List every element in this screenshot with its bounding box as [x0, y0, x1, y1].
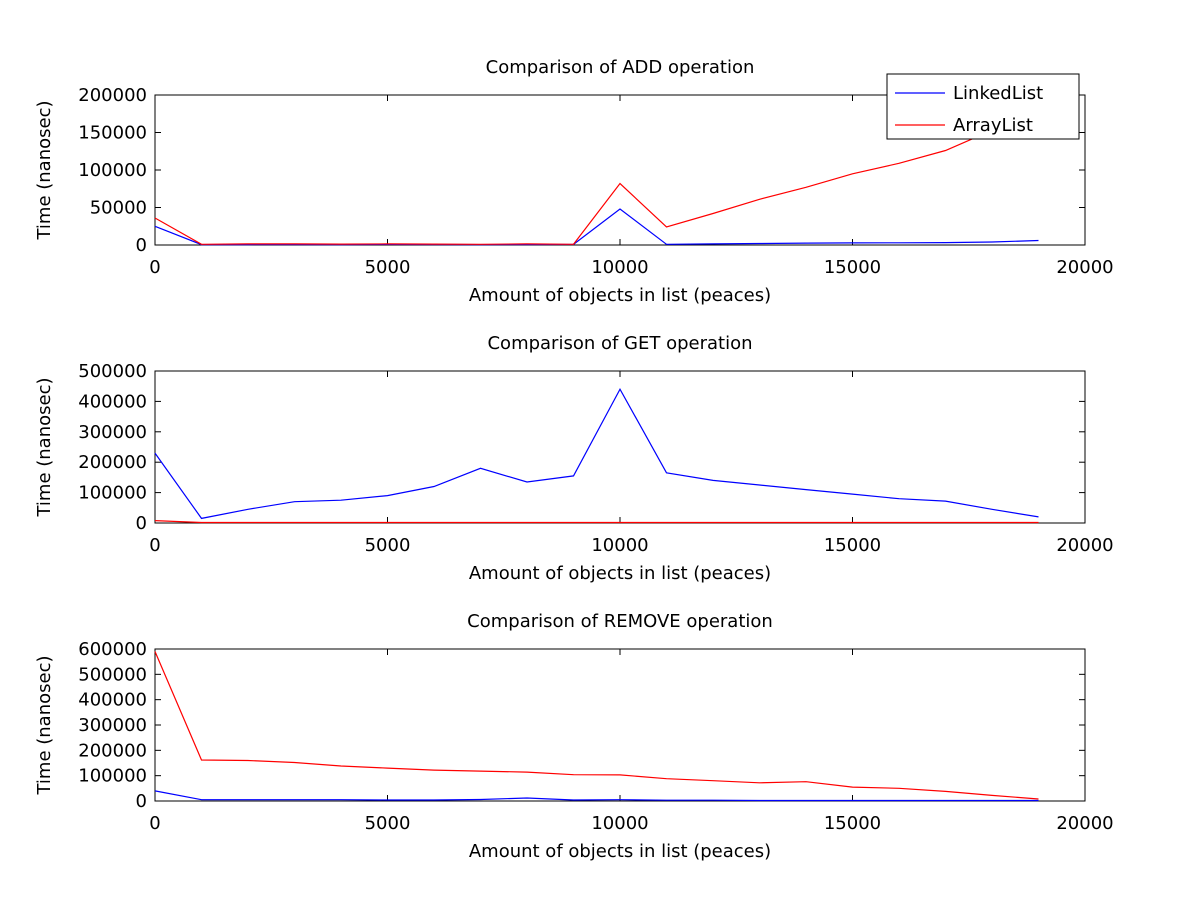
axes-frame: [154, 648, 1086, 802]
x-axis: 0 5000 10000 15000 20000: [149, 649, 1114, 834]
x-axis: 0 5000 10000 15000 20000: [149, 371, 1114, 556]
subplot-1: 0 5000 10000 15000 2000005000010000015000020…: [34, 57, 1114, 306]
y-axis-label: Time (nanosec): [34, 100, 55, 240]
y-axis-label: Time (nanosec): [34, 377, 55, 517]
x-tick-label: 0: [149, 535, 160, 556]
chart-title: Comparison of REMOVE operation: [467, 611, 773, 632]
x-tick-label: 0: [149, 257, 160, 278]
series-line-blue: [154, 387, 1039, 520]
x-tick-label: 5000: [365, 813, 411, 834]
x-tick-label: 10000: [591, 535, 648, 556]
chart-title: Comparison of ADD operation: [486, 57, 755, 78]
x-tick-label: 15000: [824, 257, 881, 278]
x-tick-label: 20000: [1056, 535, 1113, 556]
legend-label: LinkedList: [953, 83, 1043, 104]
chart-title: Comparison of GET operation: [487, 333, 752, 354]
y-tick-label: 150000: [78, 123, 147, 144]
x-axis-label: Amount of objects in list (peaces): [469, 285, 771, 306]
y-tick-label: 500000: [78, 664, 147, 685]
y-tick-label: 300000: [78, 715, 147, 736]
y-tick-label: 400000: [78, 391, 147, 412]
x-axis-label: Amount of objects in list (peaces): [469, 563, 771, 584]
x-tick-label: 5000: [365, 257, 411, 278]
x-tick-label: 15000: [824, 813, 881, 834]
subplot-2: 0 5000 10000 15000 2000001000002000003000004…: [34, 333, 1114, 584]
y-tick-label: 200000: [78, 740, 147, 761]
x-tick-label: 5000: [365, 535, 411, 556]
x-axis: 0 5000 10000 15000 20000: [149, 95, 1114, 278]
y-tick-label: 300000: [78, 422, 147, 443]
y-axis: 0 100000 200000 300000 400000 500000: [78, 361, 1085, 534]
x-axis-label: Amount of objects in list (peaces): [469, 841, 771, 862]
y-axis: 0 100000 200000 300000 400000 500000 600000: [78, 639, 1085, 812]
y-tick-label: 100000: [78, 766, 147, 787]
y-tick-label: 50000: [90, 198, 147, 219]
series-line-red: [154, 651, 1039, 800]
subplot-3: 0 5000 10000 15000 2000001000002000003000004…: [34, 611, 1114, 862]
axes-frame: [154, 370, 1086, 524]
x-tick-label: 20000: [1056, 257, 1113, 278]
legend: LinkedList ArrayList: [886, 73, 1080, 140]
y-tick-label: 500000: [78, 361, 147, 382]
x-tick-label: 10000: [591, 813, 648, 834]
y-tick-label: 0: [136, 235, 147, 256]
legend-label: ArrayList: [953, 115, 1033, 136]
y-tick-label: 200000: [78, 452, 147, 473]
x-tick-label: 10000: [591, 257, 648, 278]
y-tick-label: 0: [136, 791, 147, 812]
y-tick-label: 0: [136, 513, 147, 534]
y-tick-label: 600000: [78, 639, 147, 660]
x-tick-label: 15000: [824, 535, 881, 556]
y-tick-label: 400000: [78, 690, 147, 711]
y-tick-label: 100000: [78, 483, 147, 504]
y-tick-label: 200000: [78, 85, 147, 106]
x-tick-label: 0: [149, 813, 160, 834]
y-axis: 0 50000 100000 150000 200000: [78, 85, 1085, 256]
x-tick-label: 20000: [1056, 813, 1113, 834]
series-line-arraylist: [154, 114, 1039, 245]
series-line-blue: [154, 790, 1039, 802]
series-line-red: [154, 520, 1039, 524]
y-axis-label: Time (nanosec): [34, 655, 55, 795]
y-tick-label: 100000: [78, 160, 147, 181]
legend-box: [886, 73, 1080, 140]
